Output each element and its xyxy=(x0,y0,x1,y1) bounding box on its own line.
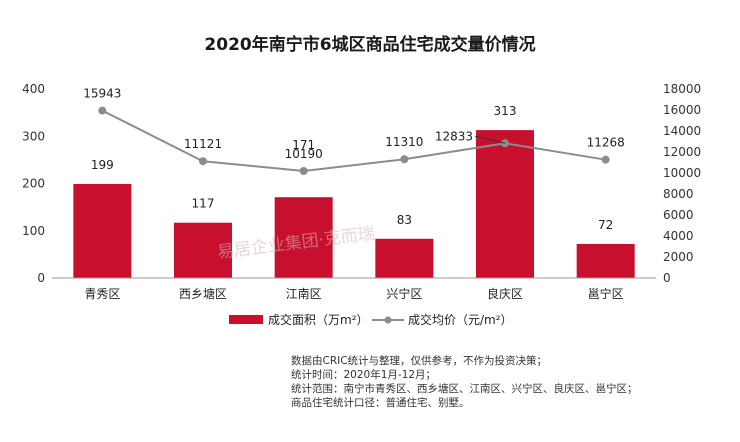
bar xyxy=(476,130,534,278)
line-value-label: 12833 xyxy=(435,129,473,143)
left-tick-label: 400 xyxy=(22,82,45,96)
note-line: 统计时间：2020年1月-12月； xyxy=(291,369,437,381)
bar xyxy=(174,222,232,278)
line-value-label: 11121 xyxy=(184,137,222,151)
right-tick-label: 0 xyxy=(663,271,671,285)
left-tick-label: 300 xyxy=(22,129,45,143)
legend-marker-price xyxy=(384,316,392,324)
right-tick-label: 6000 xyxy=(663,208,694,222)
category-label: 邕宁区 xyxy=(588,286,624,301)
right-tick-label: 16000 xyxy=(663,103,701,117)
category-label: 西乡塘区 xyxy=(179,286,227,301)
price-line-path xyxy=(101,109,606,173)
note-line: 统计范围：南宁市青秀区、西乡塘区、江南区、兴宁区、良庆区、邕宁区； xyxy=(291,383,638,395)
right-tick-label: 8000 xyxy=(663,187,694,201)
line-point xyxy=(98,106,107,115)
category-label: 青秀区 xyxy=(84,287,120,301)
legend-label-area: 成交面积（万m²） xyxy=(268,312,369,327)
legend: 成交面积（万m²） 成交均价（元/m²） xyxy=(229,312,513,327)
source-notes: 数据由CRIC统计与整理，仅供参考，不作为投资决策； 统计时间：2020年1月-… xyxy=(291,354,638,410)
bar-value-label: 171 xyxy=(292,138,315,152)
note-line: 商品住宅统计口径：普通住宅、别墅。 xyxy=(291,397,470,409)
note-line: 数据由CRIC统计与整理，仅供参考，不作为投资决策； xyxy=(291,355,548,367)
label-leader-line xyxy=(474,135,506,144)
line-point xyxy=(400,155,409,164)
bar-value-label: 72 xyxy=(598,218,613,232)
bars: 199 117 171 83 313 72 xyxy=(73,104,635,278)
line-value-label: 15943 xyxy=(83,87,121,101)
bar xyxy=(274,197,333,278)
line-value-label: 11310 xyxy=(385,135,423,149)
legend-swatch-area xyxy=(229,315,263,324)
right-tick-label: 14000 xyxy=(663,124,701,138)
bar xyxy=(73,183,132,278)
line-point xyxy=(199,157,207,166)
line-value-label: 10190 xyxy=(285,147,323,161)
chart-title: 2020年南宁市6城区商品住宅成交量价情况 xyxy=(204,34,535,55)
category-label: 兴宁区 xyxy=(386,286,422,301)
right-tick-label: 10000 xyxy=(663,166,701,180)
line-point xyxy=(299,167,308,176)
price-line: 15943 11121 10190 11310 12833 11268 xyxy=(83,87,625,176)
legend-label-price: 成交均价（元/m²） xyxy=(408,312,513,327)
bar xyxy=(576,243,635,278)
category-label: 江南区 xyxy=(286,286,322,301)
right-tick-label: 12000 xyxy=(663,145,701,159)
right-tick-label: 4000 xyxy=(663,229,694,243)
right-axis: 0 2000 4000 6000 8000 10000 12000 14000 16000 180… xyxy=(663,82,701,285)
line-value-label: 11268 xyxy=(587,136,625,150)
bar xyxy=(375,238,434,278)
x-axis: 青秀区 西乡塘区 江南区 兴宁区 良庆区 邕宁区 xyxy=(84,286,623,301)
left-tick-label: 0 xyxy=(37,271,45,285)
right-tick-label: 2000 xyxy=(663,250,694,264)
right-tick-label: 18000 xyxy=(663,82,701,96)
bar-value-label: 83 xyxy=(397,213,412,227)
left-tick-label: 200 xyxy=(22,177,45,191)
left-tick-label: 100 xyxy=(22,224,45,238)
bar-value-label: 117 xyxy=(192,197,215,211)
bar-value-label: 199 xyxy=(91,158,114,172)
left-axis: 0 100 200 300 400 xyxy=(22,82,45,285)
bar-value-label: 313 xyxy=(494,104,517,118)
line-point xyxy=(601,155,610,164)
category-label: 良庆区 xyxy=(487,286,523,301)
